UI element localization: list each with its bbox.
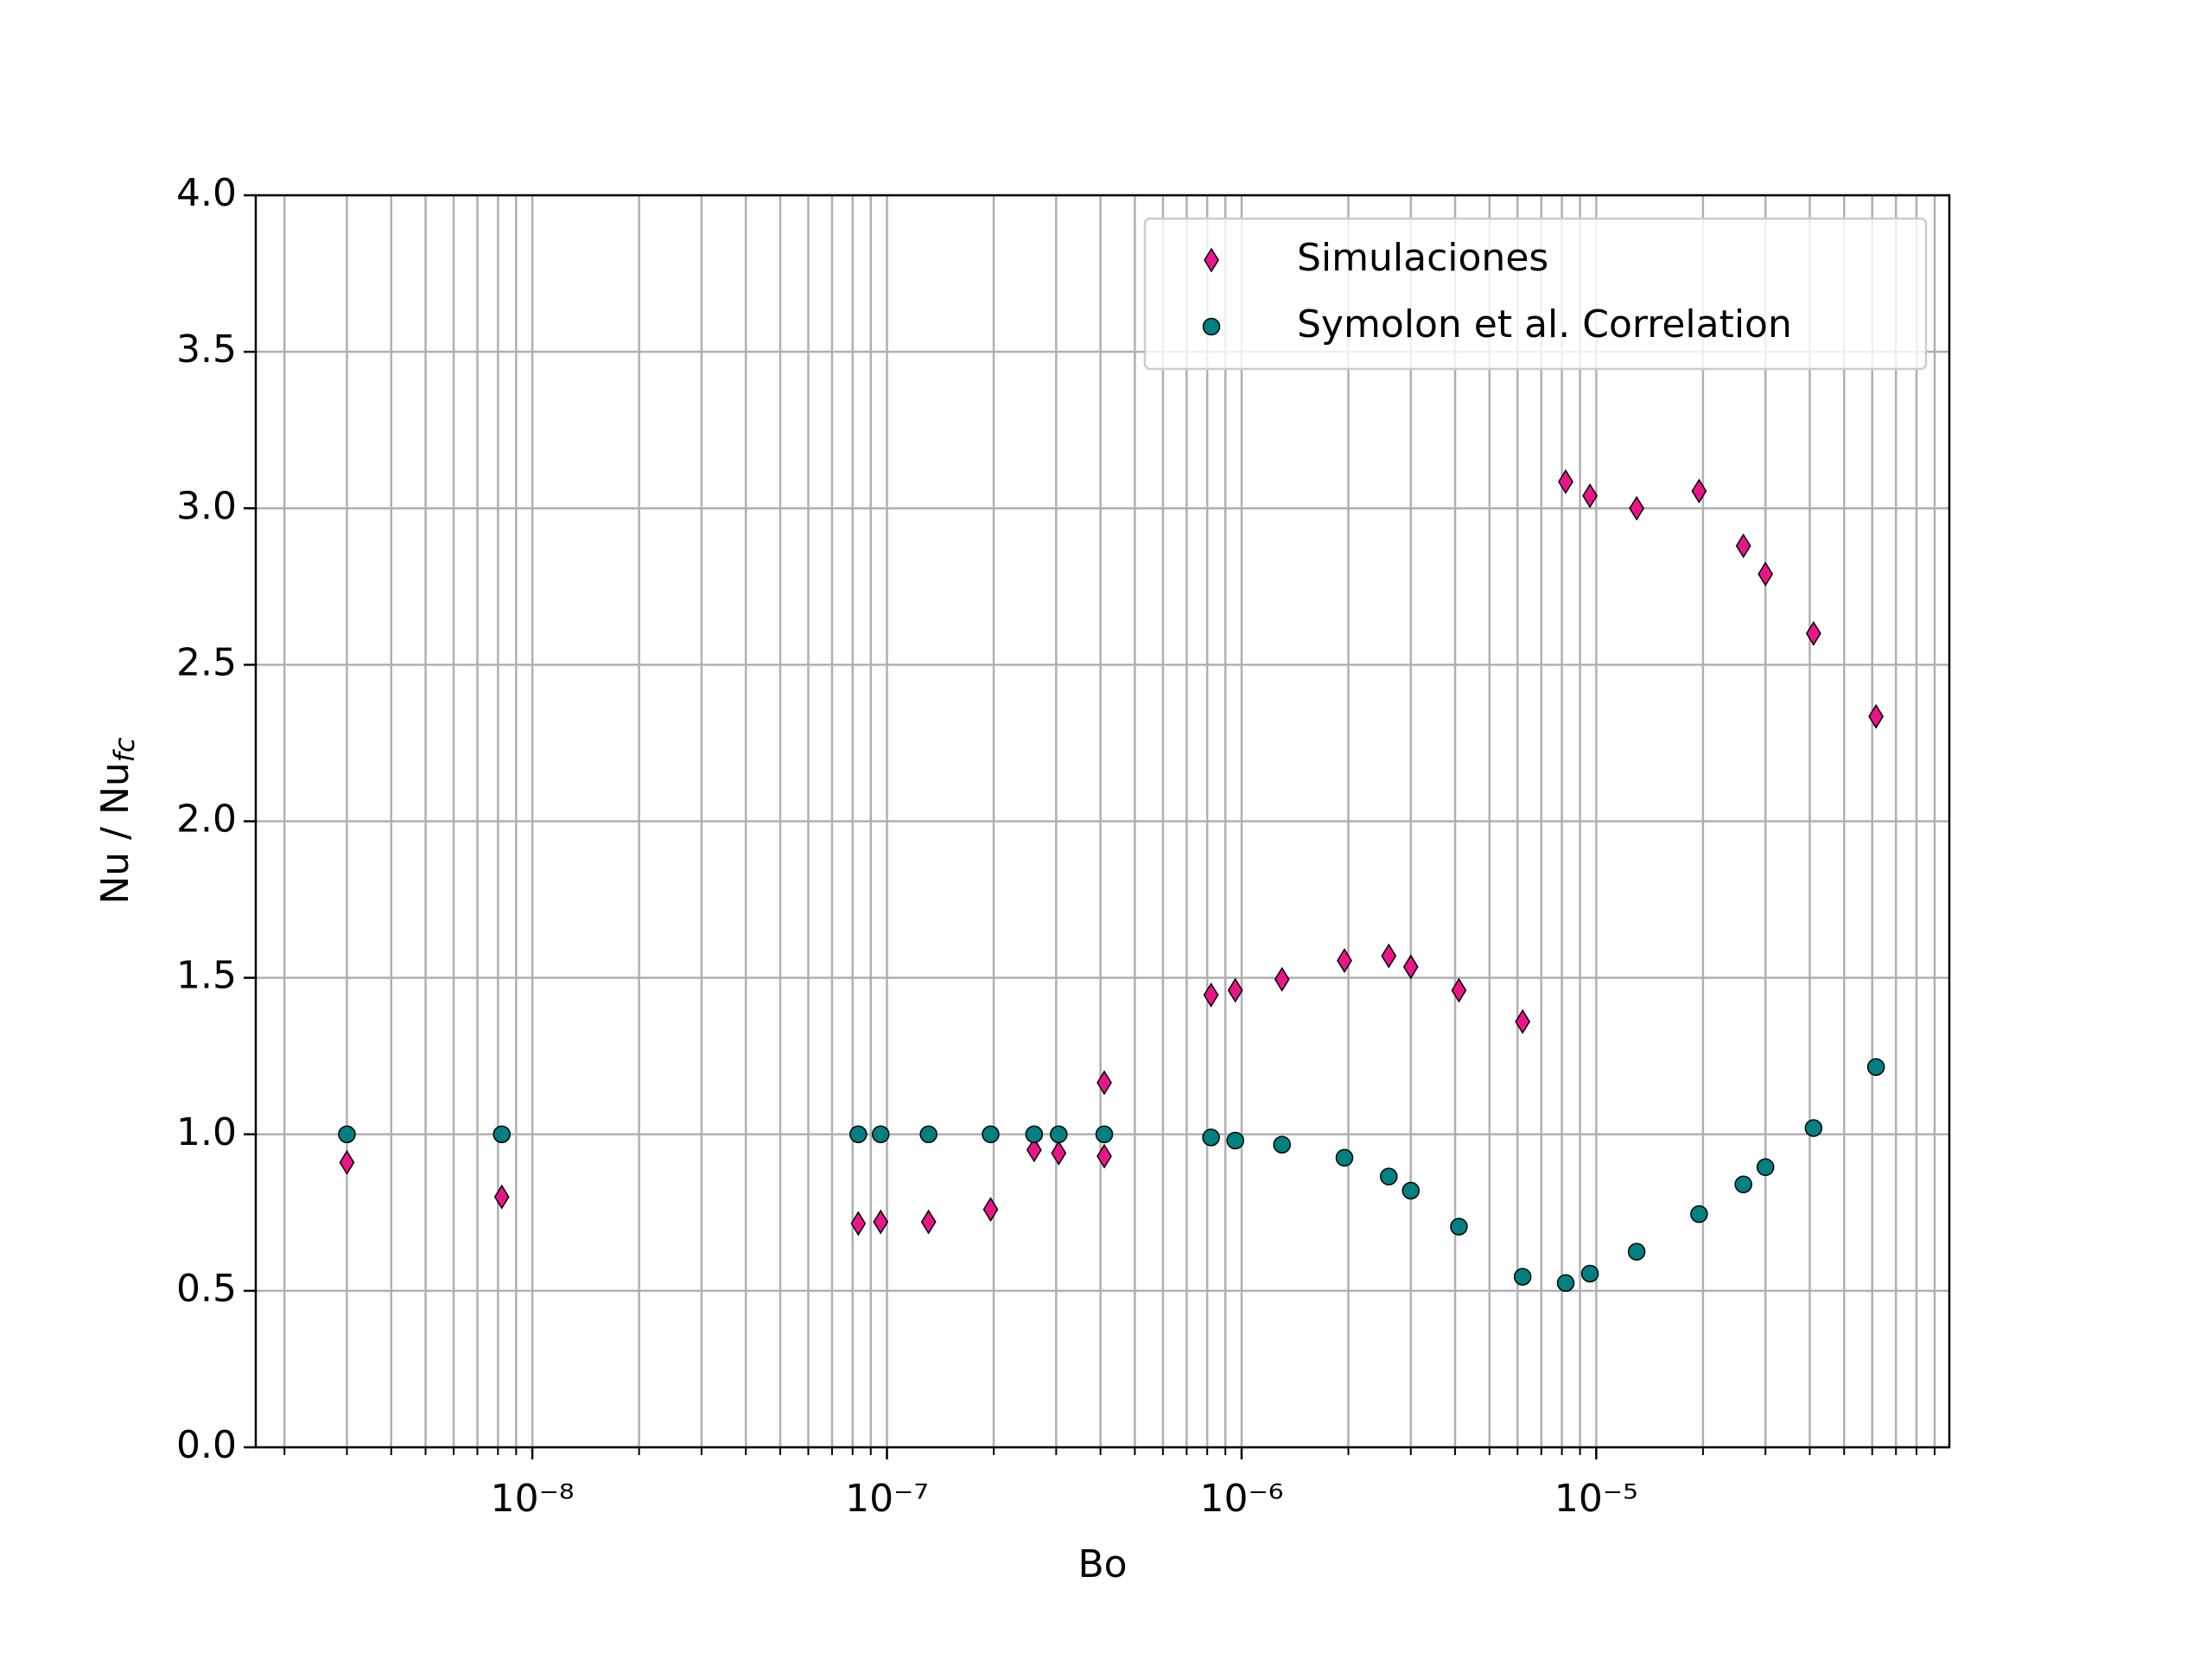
plot-frame — [254, 194, 1951, 1449]
diamond-marker — [1758, 561, 1774, 587]
circle-marker — [1273, 1135, 1291, 1154]
diamond-marker — [1629, 495, 1645, 521]
diamond-marker — [1096, 1070, 1112, 1096]
y-axis-label: Nu / Nufc — [93, 737, 141, 905]
marks — [338, 469, 1885, 1293]
circle-marker — [871, 1125, 890, 1143]
diamond-marker — [1691, 478, 1707, 504]
circle-marker — [493, 1125, 511, 1143]
legend-box — [1143, 217, 1928, 371]
circle-marker — [1513, 1268, 1532, 1286]
y-tick-label: 0.5 — [176, 1267, 237, 1311]
diamond-marker — [850, 1211, 867, 1236]
circle-marker — [1202, 1128, 1220, 1147]
circle-marker — [1226, 1131, 1244, 1150]
diamond-marker — [1515, 1008, 1531, 1034]
circle-marker — [1202, 317, 1221, 336]
diamond-marker — [1096, 1143, 1112, 1169]
grid — [244, 194, 1949, 1459]
y-tick-label: 3.5 — [176, 327, 237, 372]
y-tick-label: 2.5 — [176, 640, 237, 684]
circle-marker — [338, 1125, 356, 1143]
y-tick-label: 1.5 — [176, 954, 237, 998]
x-tick-label: 10⁻⁷ — [845, 1477, 929, 1521]
diamond-marker — [1274, 967, 1290, 992]
y-tick-label: 4.0 — [176, 171, 237, 215]
circle-marker — [1556, 1274, 1575, 1293]
diamond-marker — [1451, 977, 1467, 1003]
diamond-marker — [1203, 982, 1219, 1007]
diamond-marker — [982, 1197, 999, 1223]
x-tick-label: 10⁻⁶ — [1200, 1477, 1284, 1521]
diamond-marker — [1558, 469, 1573, 494]
diamond-marker — [1051, 1141, 1067, 1166]
circle-marker — [849, 1125, 868, 1143]
diamond-marker — [1227, 977, 1243, 1003]
y-tick-label: 2.0 — [176, 798, 237, 842]
y-axis-label-main: Nu / Nu — [93, 762, 137, 904]
diamond-marker — [1204, 247, 1219, 273]
diamond-marker — [920, 1209, 937, 1235]
circle-marker — [919, 1125, 938, 1143]
circle-marker — [1627, 1243, 1646, 1261]
circle-marker — [982, 1125, 1000, 1143]
circle-marker — [1050, 1125, 1068, 1143]
circle-marker — [1402, 1181, 1421, 1200]
x-axis-label: Bo — [1077, 1542, 1127, 1586]
legend-label: Symolon et al. Correlation — [1297, 302, 1792, 346]
y-tick-label: 3.0 — [176, 484, 237, 528]
diamond-marker — [339, 1149, 355, 1175]
circle-marker — [1580, 1264, 1599, 1283]
x-tick-label: 10⁻⁵ — [1554, 1477, 1638, 1521]
circle-marker — [1690, 1205, 1708, 1224]
diamond-marker — [1026, 1137, 1042, 1163]
circle-marker — [1380, 1167, 1398, 1185]
circle-marker — [1095, 1125, 1114, 1143]
diamond-marker — [873, 1209, 889, 1235]
circle-marker — [1734, 1175, 1752, 1193]
diamond-marker — [1402, 954, 1419, 980]
legend-label: Simulaciones — [1297, 236, 1548, 280]
y-tick-label: 1.0 — [176, 1110, 237, 1154]
y-tick-label: 0.0 — [176, 1423, 237, 1467]
circle-marker — [1756, 1158, 1775, 1177]
circle-marker — [1335, 1148, 1354, 1167]
circle-marker — [1866, 1058, 1885, 1077]
diamond-marker — [1381, 943, 1397, 969]
diamond-marker — [1868, 703, 1885, 729]
diamond-marker — [1337, 948, 1352, 974]
diamond-marker — [1805, 620, 1821, 646]
x-tick-label: 10⁻⁸ — [491, 1477, 575, 1521]
y-axis-label-sub: fc — [108, 737, 141, 762]
diamond-marker — [1735, 533, 1751, 559]
legend: Simulaciones Symolon et al. Correlation — [1143, 217, 1928, 371]
circle-marker — [1804, 1119, 1823, 1137]
diamond-marker — [493, 1184, 510, 1210]
circle-marker — [1025, 1125, 1044, 1143]
circle-marker — [1450, 1217, 1468, 1236]
diamond-marker — [1582, 483, 1598, 509]
